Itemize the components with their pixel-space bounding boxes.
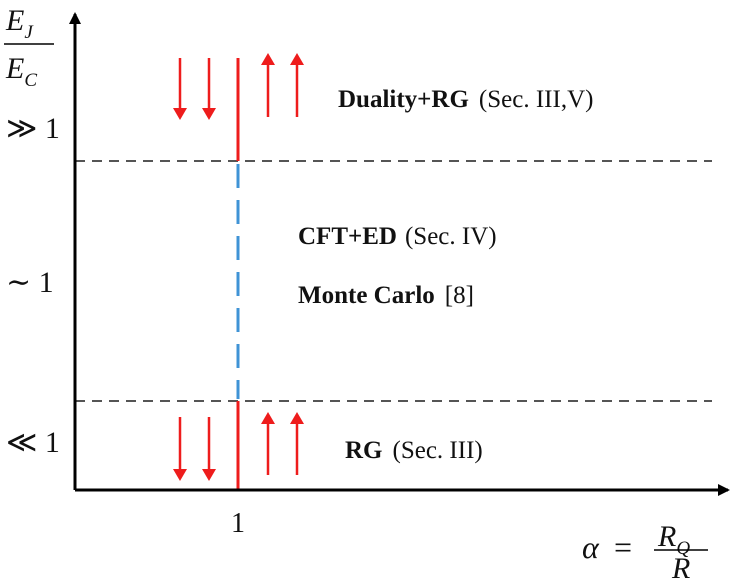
bottom-region-label: RG (Sec. III) [345,437,483,464]
middle-method-1: CFT+ED [298,223,397,250]
y-label-den-sub: C [24,70,37,91]
x-label-alpha: α [582,529,600,565]
x-label-equals: = [614,529,632,565]
x-axis-label: α = RQ R [582,520,708,582]
y-tick-low: ≪ 1 [6,426,60,459]
middle-method-2: Monte Carlo [298,282,435,309]
x-label-num-sub: Q [676,538,690,559]
middle-ref-2: [8] [445,282,474,309]
svg-text:RQ: RQ [657,520,690,559]
x-label-num-base: R [657,520,676,553]
middle-region-label-2: Monte Carlo [8] [298,282,474,309]
top-ref: (Sec. III,V) [479,86,594,113]
y-label-den-base: E [5,52,24,85]
y-tick-mid: ∼ 1 [6,266,54,299]
svg-text:EJ: EJ [5,4,34,43]
middle-region-label-1: CFT+ED (Sec. IV) [298,223,497,250]
bottom-method: RG [345,437,383,464]
x-label-den: R [671,552,690,582]
top-method: Duality+RG [338,86,469,113]
y-label-num-base: E [5,4,24,37]
y-tick-high: ≫ 1 [6,112,60,145]
y-label-num-sub: J [24,22,34,43]
top-region-label: Duality+RG (Sec. III,V) [338,86,593,113]
middle-ref-1: (Sec. IV) [405,223,497,250]
svg-text:EC: EC [5,52,37,91]
x-tick-one: 1 [231,508,245,539]
bottom-ref: (Sec. III) [393,437,483,464]
y-axis-label: EJ EC [4,4,54,91]
